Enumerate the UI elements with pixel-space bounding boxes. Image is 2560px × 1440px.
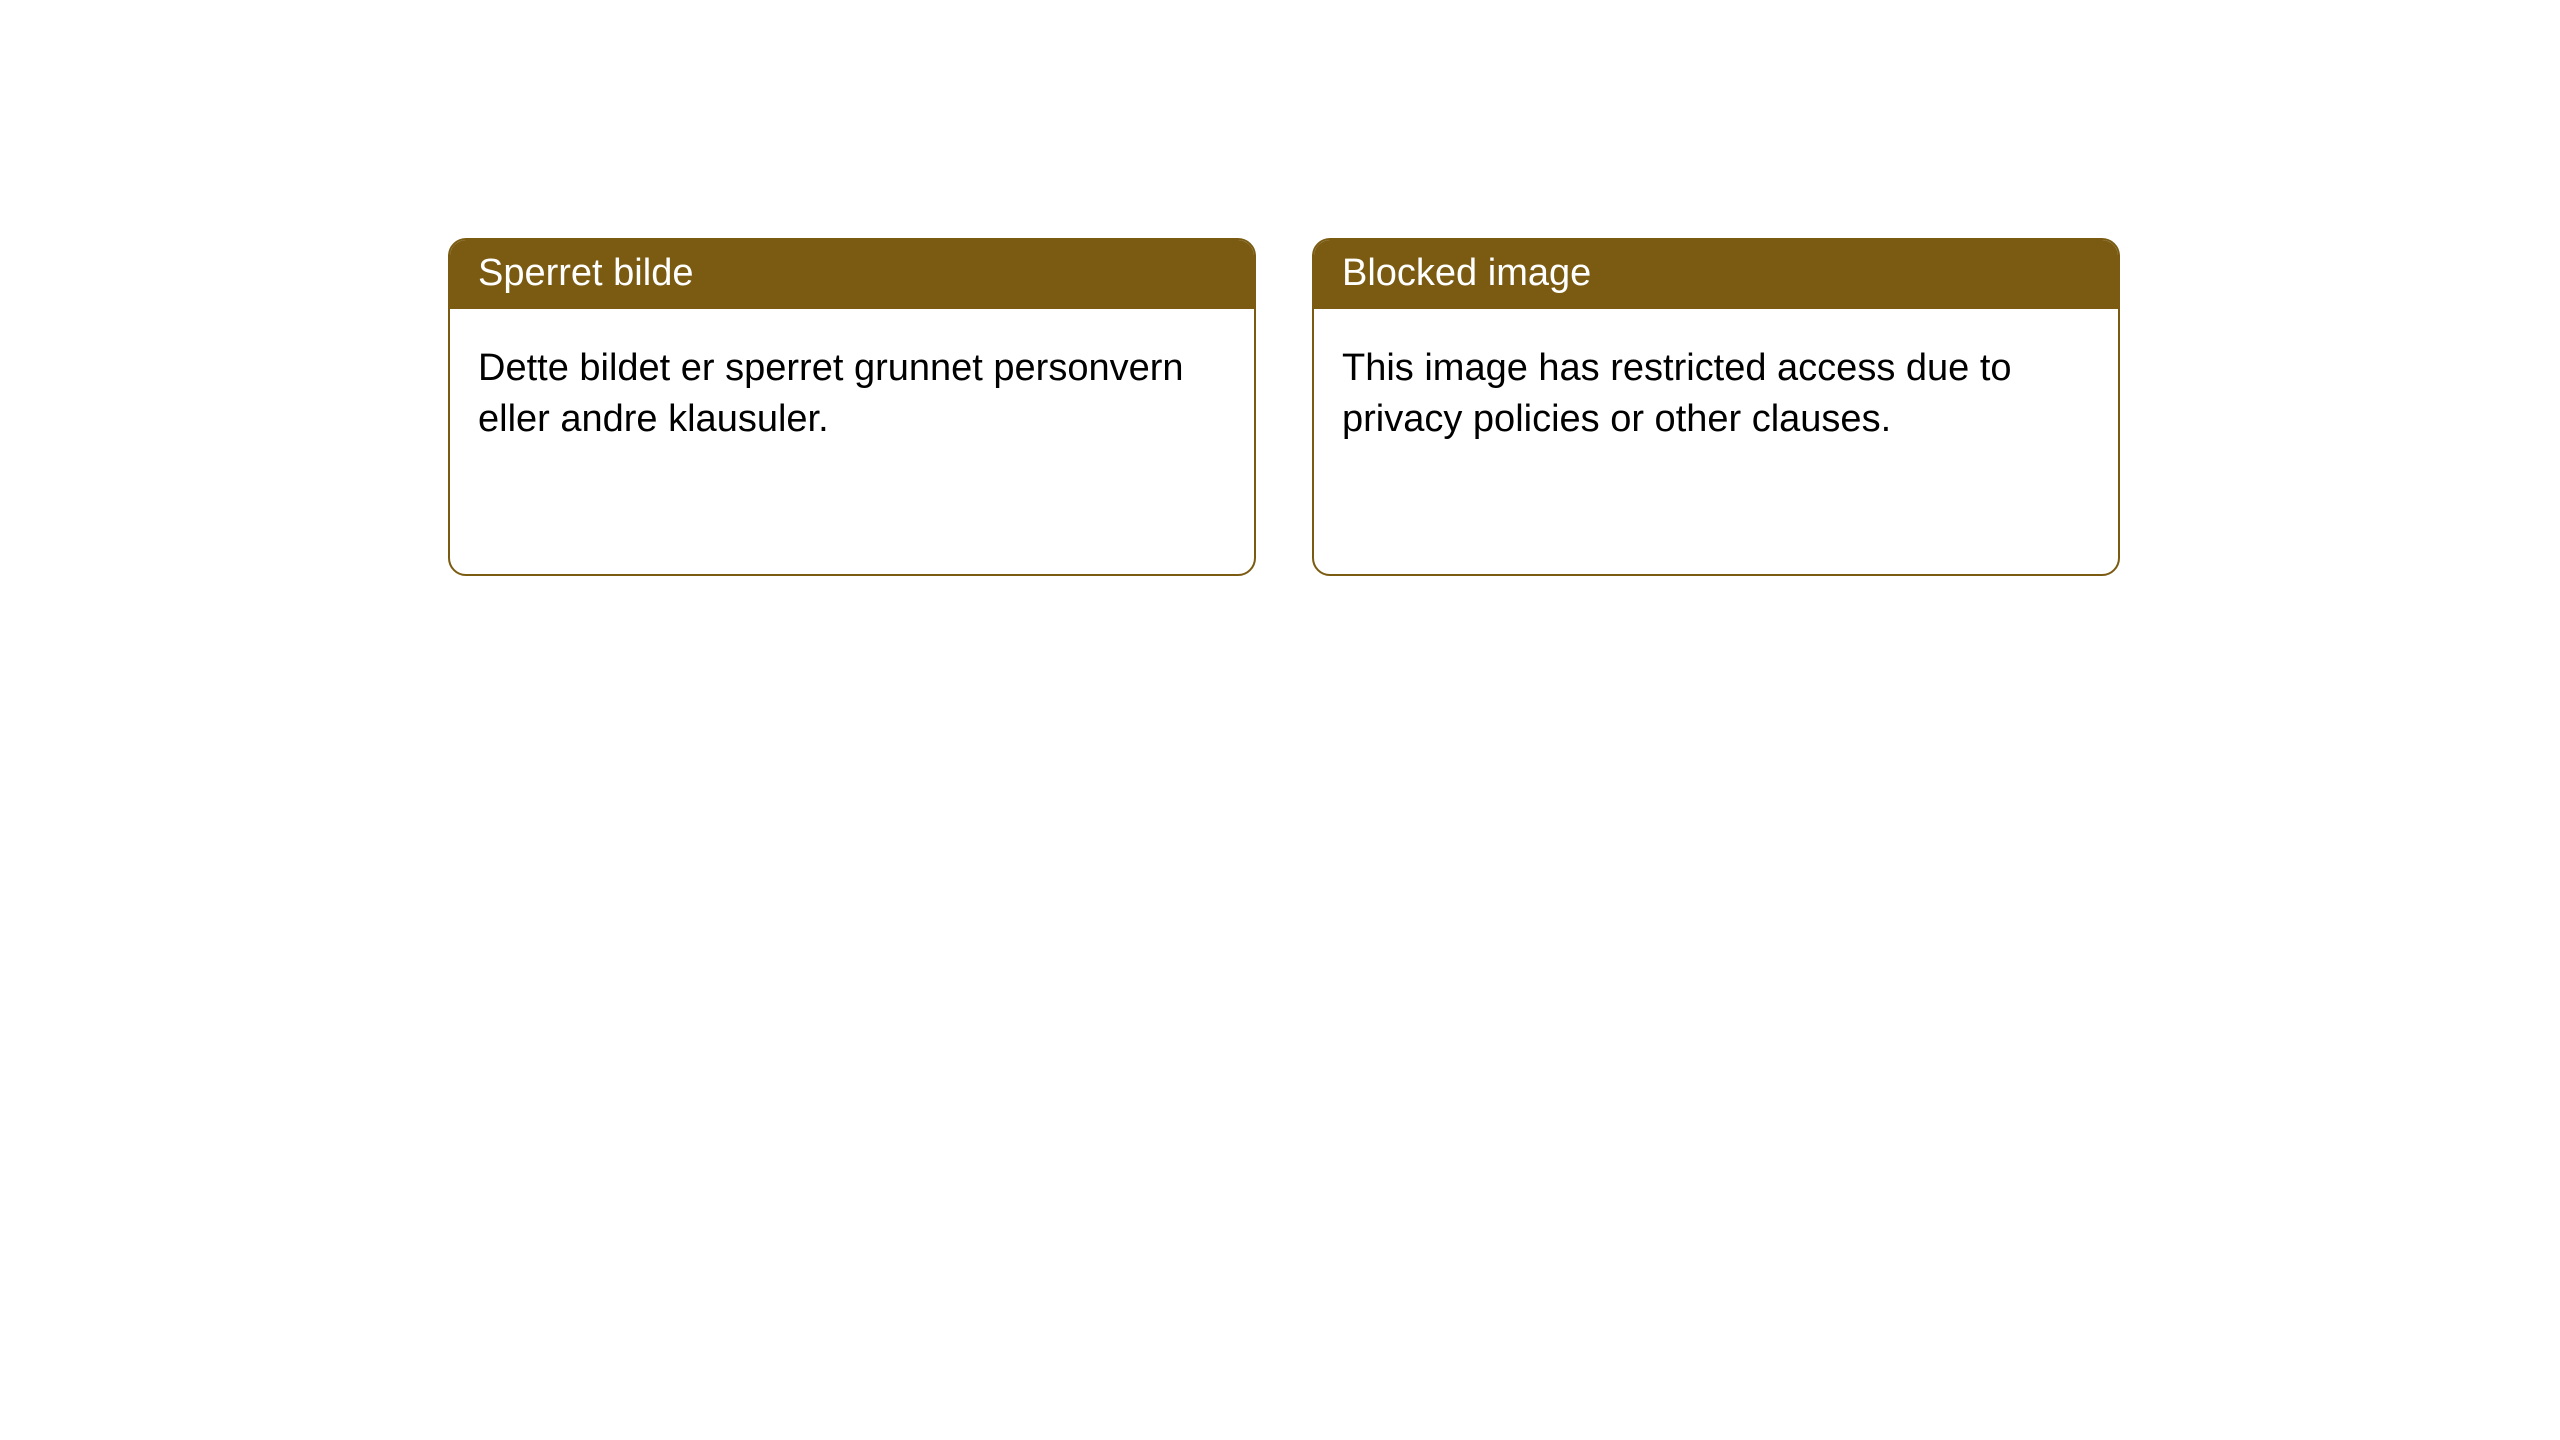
notice-title-english: Blocked image xyxy=(1314,240,2118,309)
notice-body-english: This image has restricted access due to … xyxy=(1314,309,2118,480)
notice-card-norwegian: Sperret bilde Dette bildet er sperret gr… xyxy=(448,238,1256,576)
notice-container: Sperret bilde Dette bildet er sperret gr… xyxy=(448,238,2560,576)
notice-body-norwegian: Dette bildet er sperret grunnet personve… xyxy=(450,309,1254,480)
notice-card-english: Blocked image This image has restricted … xyxy=(1312,238,2120,576)
notice-title-norwegian: Sperret bilde xyxy=(450,240,1254,309)
